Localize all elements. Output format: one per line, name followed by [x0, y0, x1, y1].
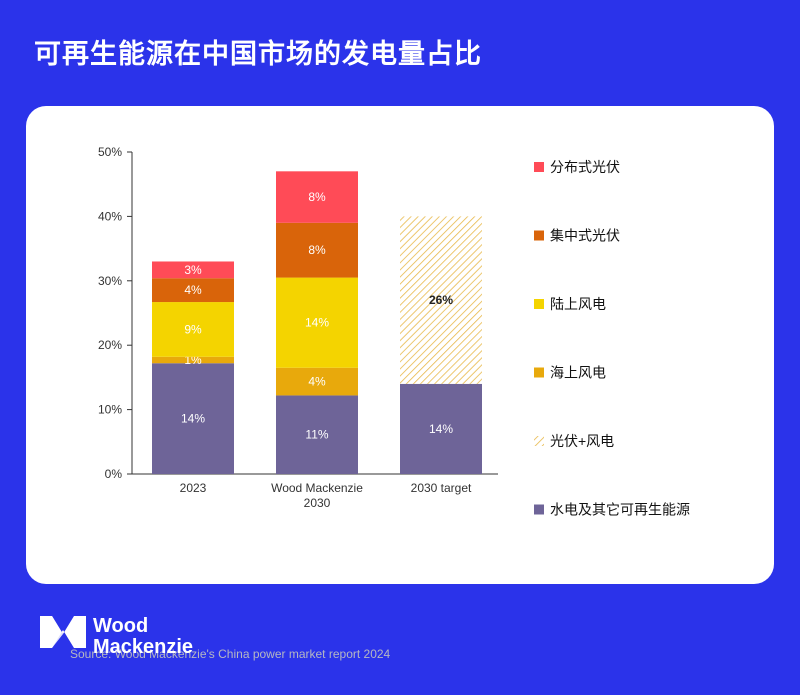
legend-label: 分布式光伏	[550, 159, 620, 175]
stacked-bar-chart: 0%10%20%30%40%50%14%1%9%4%3%202311%4%14%…	[98, 145, 690, 518]
legend-swatch	[534, 162, 544, 172]
data-label: 14%	[429, 422, 453, 436]
data-label: 11%	[305, 428, 328, 442]
legend-label: 海上风电	[550, 365, 606, 381]
bar-segment	[276, 171, 358, 223]
x-tick-label: Wood Mackenzie	[271, 481, 363, 495]
x-tick-label: 2023	[180, 481, 207, 495]
bar-segment	[400, 383, 482, 474]
y-tick-label: 0%	[105, 467, 123, 481]
x-tick-label: 2030 target	[411, 481, 472, 495]
bar-segment	[400, 216, 482, 384]
legend-swatch	[534, 230, 544, 241]
wood-mackenzie-logo-icon	[40, 616, 86, 648]
data-label: 8%	[308, 190, 326, 204]
data-label: 3%	[184, 263, 202, 277]
legend-label: 水电及其它可再生能源	[550, 502, 690, 518]
chart-title: 可再生能源在中国市场的发电量占比	[34, 39, 482, 70]
legend-swatch	[534, 299, 544, 309]
x-tick-label: 2030	[304, 496, 331, 510]
legend-label: 陆上风电	[550, 296, 606, 312]
bar-segment	[152, 261, 234, 279]
legend-swatch	[534, 436, 544, 446]
legend-swatch	[534, 504, 544, 515]
data-label: 14%	[305, 316, 329, 330]
bar-segment	[152, 363, 234, 474]
bar-segment	[152, 302, 234, 357]
bar-segment	[152, 356, 234, 364]
data-label: 14%	[181, 412, 205, 426]
y-tick-label: 40%	[98, 209, 122, 223]
data-label: 9%	[184, 322, 202, 336]
y-tick-label: 20%	[98, 338, 122, 352]
legend-swatch	[534, 367, 544, 378]
bar-segment	[276, 222, 358, 278]
chart-card: 0% 10% 20% 30% 40% 50% 14% 1% 9% 4% 3% 2023 11% 4% 14%…	[26, 106, 774, 661]
y-tick-label: 10%	[98, 403, 122, 417]
bar-segment	[276, 395, 358, 474]
bar-segment	[276, 367, 358, 396]
bar-segment	[152, 278, 234, 303]
source-note: Source: Wood Mackenzie's China power mar…	[70, 647, 391, 661]
legend-label: 集中式光伏	[550, 228, 620, 244]
data-label: 26%	[429, 293, 453, 307]
data-label: 8%	[308, 243, 326, 257]
brand-line-1: Wood	[93, 615, 149, 637]
brand-name: Wood Mackenzie	[93, 616, 193, 658]
bar-segment	[276, 277, 358, 368]
data-label: 4%	[184, 283, 202, 297]
legend-label: 光伏+风电	[550, 433, 614, 449]
data-label: 4%	[308, 375, 326, 389]
y-tick-label: 50%	[98, 145, 122, 159]
brand-line-2: Mackenzie	[93, 636, 194, 658]
y-tick-label: 30%	[98, 274, 122, 288]
